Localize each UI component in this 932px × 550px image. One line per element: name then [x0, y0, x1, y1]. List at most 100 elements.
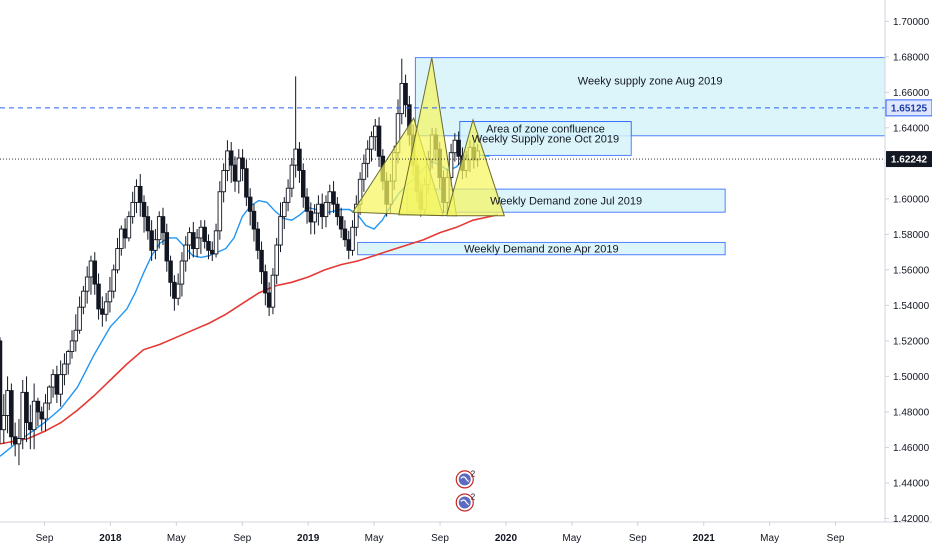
- candle-body: [308, 210, 314, 223]
- y-tick-label: 1.56000: [893, 265, 930, 276]
- y-tick-label: 1.60000: [893, 194, 930, 205]
- candle-body: [81, 290, 86, 308]
- candle-body: [12, 436, 18, 445]
- candle: [145, 205, 151, 240]
- candle-body: [198, 226, 204, 239]
- candle-body: [278, 216, 283, 246]
- candle-body: [304, 196, 310, 212]
- candle-body: [213, 230, 219, 255]
- price-axis[interactable]: 1.700001.680001.660001.640001.620001.600…: [885, 17, 930, 525]
- candle-body: [350, 226, 355, 251]
- candle-body: [9, 390, 14, 438]
- candle-body: [137, 185, 143, 203]
- candle: [1, 394, 7, 444]
- candle-body: [365, 148, 370, 164]
- candle-body: [225, 150, 230, 171]
- dashed-level-tag-bg: [885, 99, 932, 117]
- candle-body: [206, 241, 211, 251]
- candle: [194, 229, 200, 258]
- candle: [164, 223, 170, 272]
- candle-body: [338, 216, 344, 230]
- y-tick-label: 1.58000: [893, 230, 930, 241]
- candle-body: [361, 162, 367, 180]
- candle: [126, 211, 132, 242]
- candle-body: [31, 400, 37, 431]
- candle-body: [92, 260, 98, 285]
- candle: [73, 314, 79, 352]
- time-axis[interactable]: Sep 2018 May Sep 2019 May Sep 2020 May Sep 2021 May…: [36, 522, 845, 544]
- candle-body: [122, 228, 128, 239]
- candle: [354, 195, 359, 237]
- event-marker-globe: [458, 473, 471, 486]
- candle-body: [156, 216, 162, 241]
- candle-body: [88, 260, 94, 278]
- candle: [217, 181, 223, 240]
- y-tick-label: 1.64000: [893, 123, 930, 134]
- x-tick-label: Sep: [827, 533, 845, 544]
- dashed-level-price-tag: 1.65125: [885, 99, 932, 117]
- candle-body: [300, 169, 306, 198]
- x-tick-label: May: [562, 533, 581, 544]
- candle-body: [73, 329, 79, 342]
- candle: [62, 353, 67, 386]
- candle-body: [274, 244, 279, 276]
- y-tick-label: 1.50000: [893, 372, 930, 383]
- candle: [35, 397, 41, 427]
- candle: [244, 159, 249, 206]
- candle-body: [191, 232, 196, 250]
- candle-body: [399, 82, 405, 115]
- last-price-tag: 1.62242: [886, 151, 932, 168]
- candle: [119, 225, 124, 256]
- candle-body: [202, 226, 207, 242]
- candle: [312, 204, 317, 235]
- candle-body: [331, 191, 336, 205]
- candle-body: [312, 212, 317, 223]
- candle: [43, 394, 48, 432]
- candle-body: [43, 402, 48, 420]
- candle: [342, 220, 348, 247]
- candle: [153, 229, 158, 260]
- candle: [270, 268, 276, 315]
- candle-body: [282, 201, 287, 218]
- x-tick-label: 2018: [99, 533, 122, 544]
- y-tick-label: 1.44000: [893, 478, 930, 489]
- candle-body: [24, 391, 29, 424]
- candle: [369, 131, 374, 162]
- candle: [130, 191, 135, 224]
- candle-body: [175, 283, 181, 299]
- y-tick-label: 1.66000: [893, 88, 930, 99]
- candle-body: [160, 216, 166, 234]
- zone-rect: [459, 121, 632, 156]
- candle-body: [103, 301, 109, 315]
- candle: [247, 188, 253, 226]
- candle: [274, 237, 279, 285]
- candle: [183, 236, 188, 272]
- price-levels-layer: [0, 107, 885, 160]
- candle-body: [111, 269, 116, 292]
- candle: [213, 223, 219, 258]
- candle-body: [20, 391, 25, 440]
- candle-body: [354, 203, 359, 228]
- candles-layer: [0, 58, 480, 466]
- candle-body: [319, 203, 325, 218]
- candle-body: [297, 148, 302, 171]
- x-tick-label: May: [365, 533, 384, 544]
- candle: [77, 296, 82, 334]
- candle: [115, 237, 120, 274]
- event-markers-layer: 22: [455, 469, 476, 512]
- candle-body: [240, 157, 245, 170]
- candle: [228, 142, 234, 183]
- candle: [297, 142, 302, 183]
- x-tick-label: Sep: [629, 533, 647, 544]
- candle-body: [16, 438, 22, 445]
- candle-body: [153, 239, 158, 251]
- candle: [69, 330, 75, 359]
- candle: [361, 154, 367, 192]
- candle-body: [236, 157, 242, 182]
- candle-body: [259, 249, 264, 273]
- y-tick-label: 1.48000: [893, 407, 930, 418]
- candle: [376, 117, 382, 167]
- candle-body: [1, 415, 7, 431]
- zone-rect: [357, 241, 726, 256]
